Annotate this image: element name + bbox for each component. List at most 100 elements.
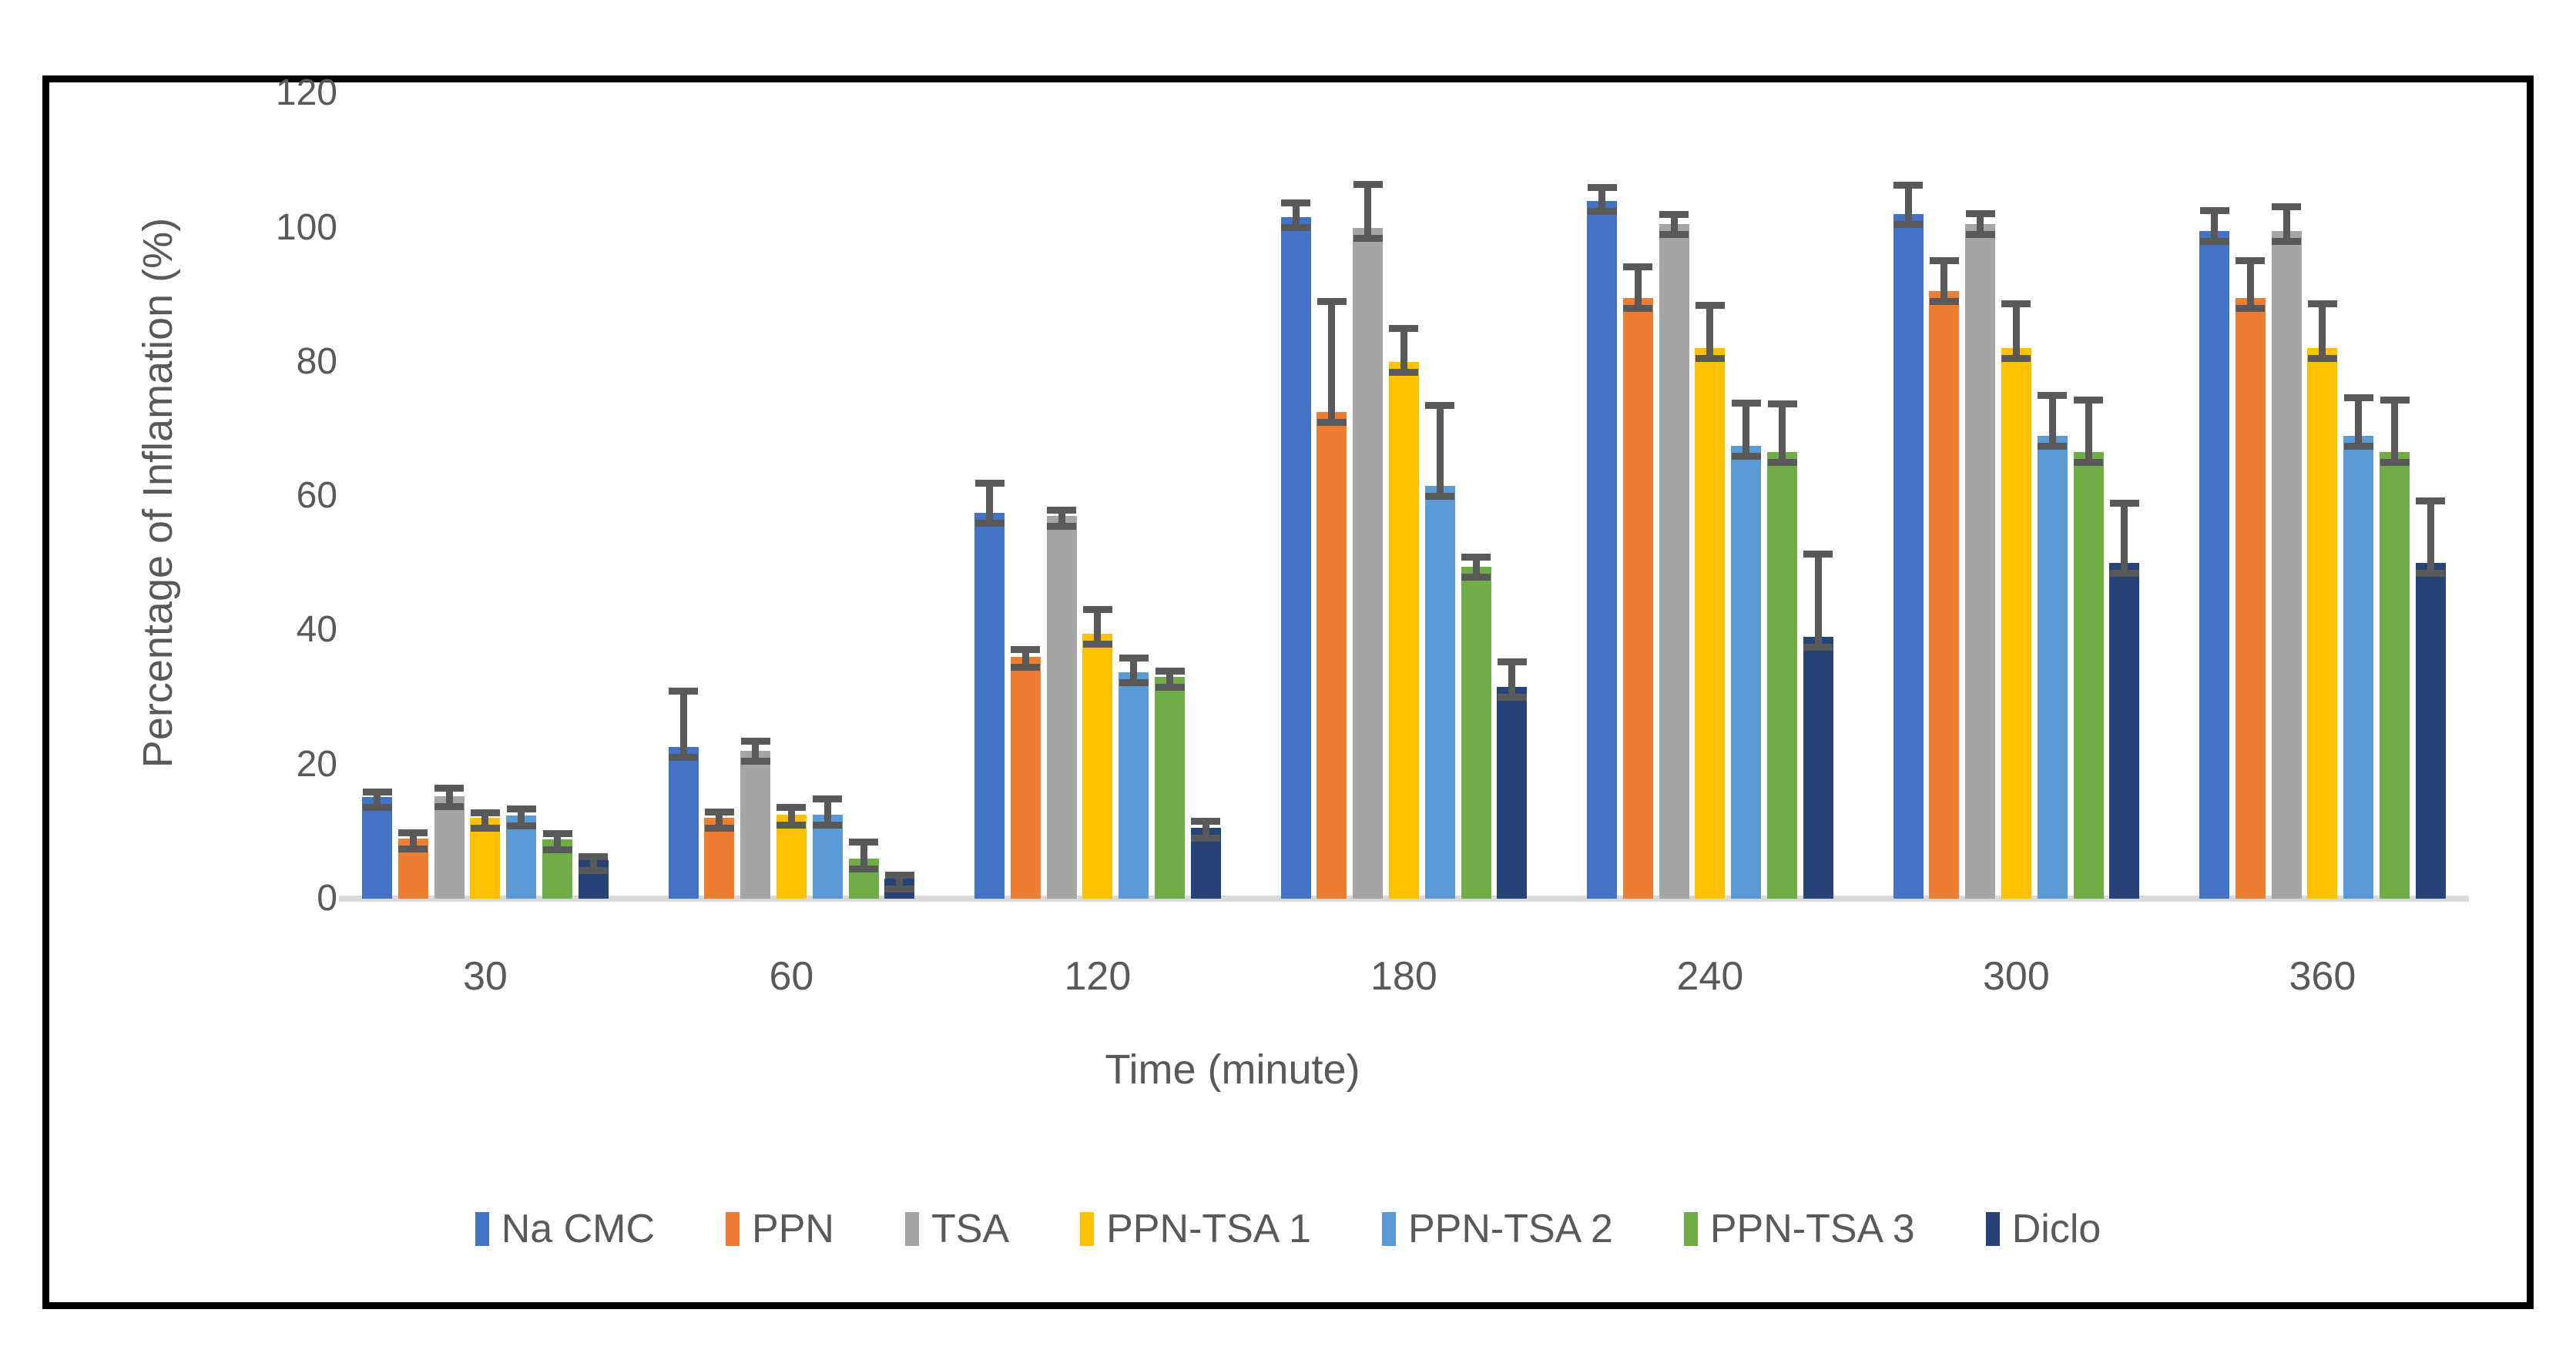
bar-PPN-TSA 1-240 (1695, 348, 1726, 899)
legend-swatch-icon (475, 1212, 489, 1246)
error-bar-top-cap (2343, 394, 2373, 401)
error-bar-bottom-cap (1047, 523, 1077, 531)
legend-item-PPN-TSA 1: PPN-TSA 1 (1080, 1207, 1311, 1251)
error-bar-top-cap (579, 853, 609, 861)
error-bar-line (1364, 183, 1372, 242)
error-bar-line (2391, 399, 2398, 467)
bar-PPN-TSA 3-300 (2073, 452, 2104, 899)
error-bar-line (1779, 403, 1786, 467)
error-bar-top-cap (1011, 645, 1041, 653)
legend-item-PPN-TSA 3: PPN-TSA 3 (1683, 1207, 1915, 1251)
error-bar-line (2246, 260, 2254, 312)
chart-frame: 0 20 40 60 80 100 120 30 60 120 180 240 300 360 (42, 72, 2534, 1309)
error-bar-top-cap (2236, 257, 2266, 265)
bar-Diclo-180 (1497, 687, 1528, 899)
error-bar-bottom-cap (2236, 305, 2266, 312)
bar-TSA-120 (1046, 516, 1077, 899)
bar-PPN-TSA 1-360 (2307, 348, 2338, 899)
error-bar-line (374, 791, 381, 811)
legend-item-Na CMC: Na CMC (475, 1207, 655, 1251)
error-bar-line (1328, 301, 1336, 427)
error-bar-bottom-cap (1155, 684, 1185, 692)
error-bar-bottom-cap (1317, 419, 1347, 427)
x-axis-title: Time (minute) (1105, 1047, 1360, 1093)
legend-swatch-icon (1381, 1212, 1396, 1246)
error-bar-line (1670, 214, 1678, 239)
error-bar-bottom-cap (704, 825, 734, 832)
error-bar-line (2211, 209, 2218, 245)
legend: Na CMC PPN TSA PPN-TSA 1 PPN-TSA 2 PPN-TSA 3 D… (42, 1207, 2534, 1251)
error-bar-top-cap (1119, 655, 1149, 662)
error-bar-line (1634, 266, 1642, 312)
error-bar-top-cap (1803, 551, 1833, 558)
bar-Na CMC-120 (974, 512, 1005, 899)
error-bar-bottom-cap (740, 758, 770, 765)
error-bar-line (409, 832, 417, 852)
error-bar-top-cap (849, 838, 878, 846)
bar-PPN-TSA 1-300 (2001, 348, 2031, 899)
error-bar-top-cap (2380, 396, 2410, 404)
error-bar-bottom-cap (849, 865, 878, 872)
bar-PPN-TSA 3-120 (1155, 677, 1185, 899)
error-bar-top-cap (2199, 206, 2229, 214)
error-bar-top-cap (470, 809, 500, 816)
bar-Na CMC-60 (668, 747, 699, 899)
error-bar-bottom-cap (669, 754, 698, 762)
bar-Diclo-300 (2109, 563, 2140, 899)
legend-swatch-icon (726, 1212, 740, 1246)
error-bar-top-cap (2307, 300, 2337, 307)
error-bar-line (1814, 554, 1822, 651)
error-bar-line (679, 690, 687, 762)
bar-PPN-TSA 2-360 (2343, 435, 2374, 899)
error-bar-bottom-cap (1731, 452, 1761, 460)
error-bar-bottom-cap (2416, 570, 2446, 578)
error-bar-bottom-cap (434, 802, 465, 810)
error-bar-line (589, 856, 597, 875)
error-bar-top-cap (2001, 300, 2031, 307)
error-bar-line (2427, 501, 2434, 578)
error-bar-line (1021, 648, 1029, 671)
error-bar-bottom-cap (398, 845, 428, 852)
y-axis-title: Percentage of Inflamation (%) (135, 217, 181, 769)
x-tick-label-240: 240 (1676, 954, 1744, 999)
error-bar-bottom-cap (1893, 221, 1923, 229)
legend-label: Na CMC (501, 1207, 656, 1251)
x-tick-label-360: 360 (2289, 954, 2356, 999)
bar-PPN-180 (1317, 412, 1347, 899)
error-bar-line (1292, 203, 1300, 232)
error-bar-bottom-cap (776, 822, 807, 829)
error-bar-top-cap (1082, 606, 1112, 614)
error-bar-bottom-cap (1353, 234, 1383, 242)
error-bar-line (2048, 395, 2056, 450)
bar-PPN-TSA 2-240 (1731, 445, 1762, 899)
error-bar-top-cap (1929, 257, 1959, 265)
error-bar-top-cap (1047, 506, 1077, 514)
bar-PPN-TSA 2-120 (1119, 672, 1149, 899)
y-tick-label-80: 80 (296, 340, 337, 382)
error-bar-top-cap (1497, 658, 1527, 666)
error-bar-bottom-cap (1082, 640, 1112, 648)
legend-swatch-icon (1683, 1212, 1698, 1246)
legend-item-TSA: TSA (904, 1207, 1009, 1251)
legend-label: PPN-TSA 3 (1709, 1207, 1915, 1251)
error-bar-bottom-cap (1389, 368, 1419, 376)
bar-PPN-300 (1929, 291, 1960, 899)
legend-item-PPN-TSA 2: PPN-TSA 2 (1381, 1207, 1613, 1251)
error-bar-top-cap (2038, 392, 2068, 400)
bar-TSA-240 (1659, 224, 1689, 899)
error-bar-top-cap (2074, 397, 2103, 404)
bar-PPN-TSA 3-240 (1767, 452, 1797, 899)
error-bar-top-cap (704, 808, 734, 815)
error-bar-top-cap (1281, 199, 1310, 207)
error-bar-top-cap (2272, 203, 2302, 210)
error-bar-top-cap (813, 795, 843, 803)
error-bar-top-cap (1893, 181, 1923, 189)
error-bar-top-cap (2109, 499, 2139, 507)
bar-PPN-TSA 2-180 (1424, 486, 1455, 899)
y-tick-label-120: 120 (275, 72, 337, 114)
bar-PPN-240 (1622, 298, 1653, 899)
bar-PPN-TSA 2-60 (812, 815, 843, 899)
error-bar-bottom-cap (1803, 644, 1833, 651)
